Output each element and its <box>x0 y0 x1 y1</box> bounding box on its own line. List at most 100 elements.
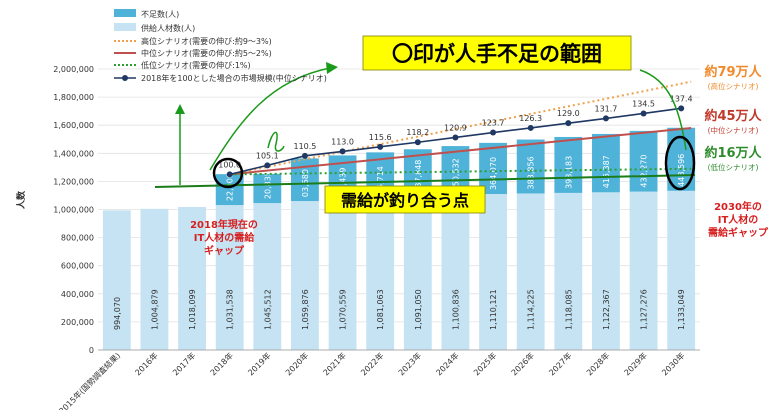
legend-label-high: 高位シナリオ(需要の伸び:約9〜3%) <box>141 36 272 46</box>
index-point-label: 137.4 <box>670 94 693 103</box>
index-point-label: 120.9 <box>444 123 467 132</box>
index-point-label: 105.1 <box>256 151 279 160</box>
y-tick-label: 1,800,000 <box>53 93 94 102</box>
supply-bar <box>366 198 395 350</box>
supply-bar <box>403 196 432 350</box>
index-point-label: 115.6 <box>369 133 392 142</box>
x-tick-label: 2021年 <box>321 350 348 377</box>
gap-2030-circle <box>664 135 696 191</box>
x-axis: 2015年(国勢調査結果) 2016年 2017年 2018年 2019年 2020年 20… <box>57 349 700 410</box>
index-point <box>640 110 647 117</box>
supply-bar <box>554 192 583 350</box>
shortage-bar <box>253 173 282 204</box>
shortage-bar-label: 14,439 <box>339 168 348 196</box>
supply-bar-label: 1,118,085 <box>564 289 573 330</box>
x-tick-label: 2018年 <box>208 350 235 377</box>
x-tick-label: 2019年 <box>246 350 273 377</box>
index-point-label: 134.5 <box>632 99 655 108</box>
y-tick-label: 1,200,000 <box>53 177 94 186</box>
supply-bar-label: 1,122,367 <box>602 289 611 330</box>
supply-bar <box>516 193 545 350</box>
balance-box <box>324 185 486 214</box>
x-tick-label: 2026年 <box>509 350 536 377</box>
shortage-bar <box>215 174 244 206</box>
supply-bar <box>667 190 696 350</box>
supply-bar-label: 1,091,050 <box>414 289 423 330</box>
shortage-bar-label: 364,070 <box>489 157 498 190</box>
supply-bar-label: 1,059,876 <box>301 289 310 330</box>
legend-marker-index <box>122 75 128 81</box>
index-point <box>565 120 572 127</box>
index-point-label: 118.2 <box>406 128 429 137</box>
supply-bar <box>479 194 507 350</box>
index-point <box>678 105 685 112</box>
balance-baseline <box>154 174 696 188</box>
legend-label-shortage: 不足数(人) <box>141 9 179 19</box>
supply-bar-label: 1,133,049 <box>677 289 686 330</box>
x-tick-label: 2017年 <box>170 350 197 377</box>
shortage-bar-label: 383,856 <box>527 156 536 189</box>
shortage-bar <box>516 139 545 194</box>
index-point-label: 131.7 <box>594 104 617 113</box>
market-index-line: 100.0 105.1 110.5 113.0 115.6 118.2 120.9 123.7… <box>218 94 693 178</box>
shortage-bar-label: 337,848 <box>414 160 423 193</box>
supply-bar-label: 1,110,121 <box>489 289 498 330</box>
index-point <box>490 129 497 136</box>
index-point <box>301 152 308 159</box>
supply-bar <box>441 195 470 350</box>
supply-bar-label: 1,018,099 <box>188 289 197 330</box>
index-point <box>452 134 459 141</box>
shortage-bar <box>629 130 658 192</box>
supply-bar <box>291 201 319 350</box>
index-point <box>339 148 346 155</box>
mid-sub: (中位シナリオ) <box>708 125 759 135</box>
supply-bar-label: 1,127,276 <box>640 289 649 330</box>
index-point-label: 123.7 <box>482 119 505 128</box>
index-point-label: 129.0 <box>557 109 580 118</box>
headline-box <box>362 35 632 71</box>
supply-bar-label: 994,070 <box>113 297 122 330</box>
x-tick-label: 2029年 <box>622 350 649 377</box>
headline-text: 〇印が人手不足の範囲 <box>392 42 602 66</box>
index-point <box>414 139 421 146</box>
supply-bar <box>592 192 620 350</box>
y-tick-label: 0 <box>89 346 94 355</box>
balance-text: 需給が釣り合う点 <box>341 191 469 210</box>
shortage-bar <box>479 142 507 195</box>
y-tick-label: 1,600,000 <box>53 121 94 130</box>
y-axis: 0 200,000 400,000 600,000 800,000 1,000,000 1,… <box>53 65 94 355</box>
supply-bar-label: 1,045,512 <box>263 289 272 330</box>
shortage-bar-label: 448,596 <box>677 154 686 187</box>
x-tick-label: 2015年(国勢調査結果) <box>57 350 122 410</box>
shortage-bar <box>554 136 583 193</box>
scenario-line <box>229 80 692 176</box>
scenario-line <box>229 127 692 176</box>
scenario-line <box>229 167 692 176</box>
x-tick-label: 2024年 <box>434 350 461 377</box>
gap-2018-circle <box>212 157 244 189</box>
legend-swatch-shortage <box>114 9 136 17</box>
supply-bar <box>102 210 131 350</box>
supply-bar-label: 1,004,879 <box>150 289 159 330</box>
low-amount: 約16万人 <box>704 145 762 161</box>
shortage-bar-label: 25,714 <box>376 166 385 194</box>
legend-label-low: 低位シナリオ(需要の伸び:1%) <box>141 60 251 70</box>
x-tick-label: 2027年 <box>547 350 574 377</box>
x-tick-label: 2016年 <box>133 350 160 377</box>
green-curve-arrow <box>209 67 331 171</box>
annotations: 〇印が人手不足の範囲 需給が釣り合う点 2018年現在の IT人材の需給 ギャッ… <box>154 35 769 257</box>
scenario-lines <box>229 80 692 176</box>
index-point <box>377 143 384 150</box>
legend-label-mid: 中位シナリオ(需要の伸び:約5〜2%) <box>141 48 272 58</box>
y-tick-label: 1,400,000 <box>53 149 94 158</box>
index-point-label: 110.5 <box>293 142 316 151</box>
index-point-label: 126.3 <box>519 114 542 123</box>
index-point <box>602 115 609 122</box>
x-tick-label: 2023年 <box>396 350 423 377</box>
legend-label-index: 2018年を100とした場合の市場規模(中位シナリオ) <box>141 73 327 83</box>
supply-bar-label: 1,100,836 <box>451 289 460 330</box>
shortage-bar <box>592 133 620 193</box>
y-tick-label: 200,000 <box>61 318 94 327</box>
y-tick-label: 600,000 <box>61 262 94 271</box>
